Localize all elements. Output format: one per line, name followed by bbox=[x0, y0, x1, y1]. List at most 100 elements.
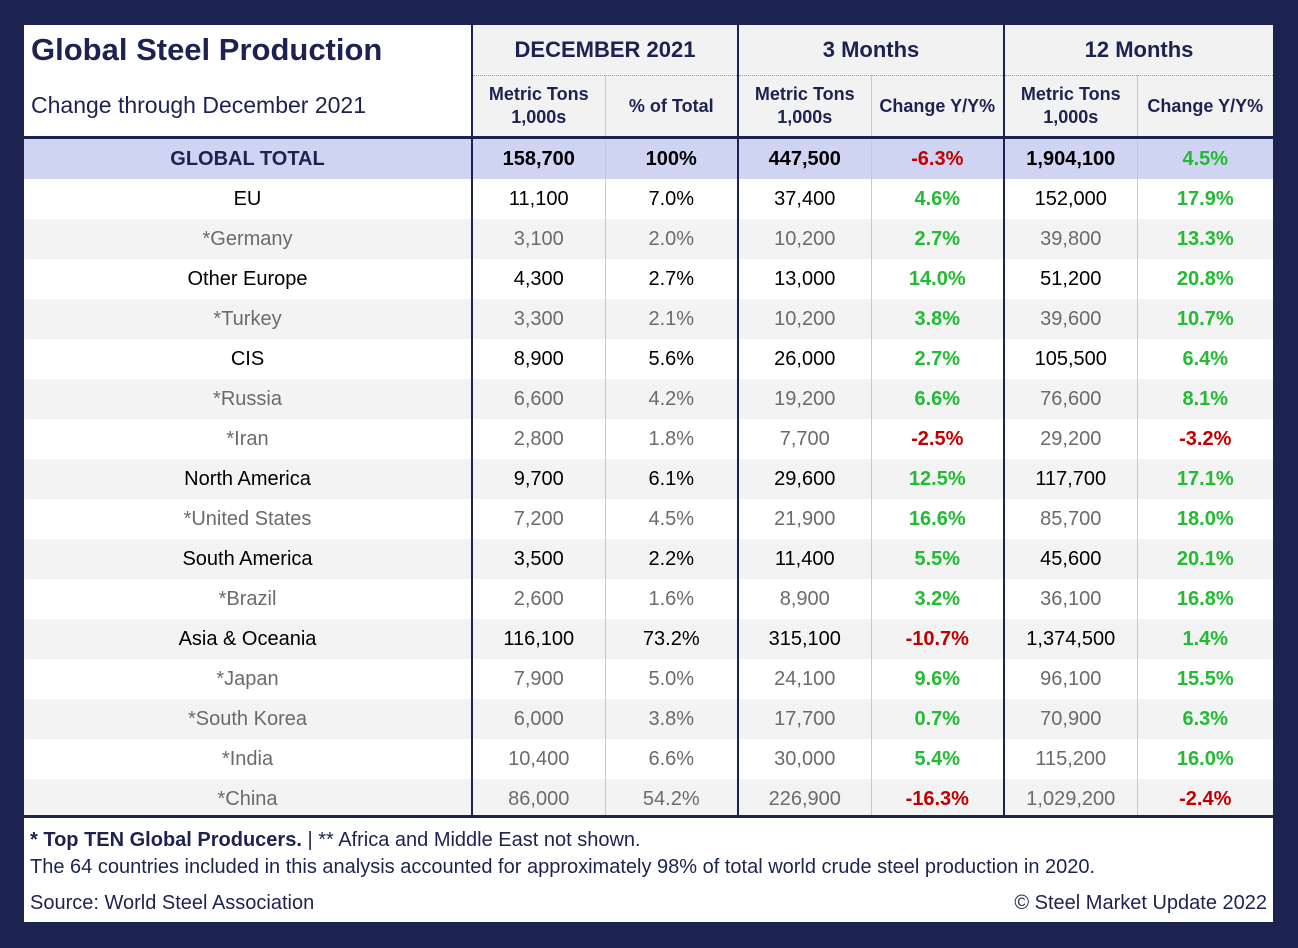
cell-3m-tons: 447,500 bbox=[737, 137, 872, 179]
cell-dec-tons: 3,300 bbox=[471, 299, 605, 339]
cell-3m-tons: 315,100 bbox=[737, 619, 872, 659]
cell-dec-tons: 3,500 bbox=[471, 539, 605, 579]
cell-3m-tons: 19,200 bbox=[737, 379, 872, 419]
cell-12m-change: 18.0% bbox=[1136, 499, 1274, 539]
cell-dec-pct: 3.8% bbox=[604, 699, 739, 739]
cell-12m-tons: 39,600 bbox=[1003, 299, 1138, 339]
cell-3m-change: -6.3% bbox=[870, 137, 1005, 179]
cell-dec-pct: 2.7% bbox=[604, 259, 739, 299]
cell-3m-tons: 10,200 bbox=[737, 299, 872, 339]
cell-3m-change: 16.6% bbox=[870, 499, 1005, 539]
cell-3m-tons: 8,900 bbox=[737, 579, 872, 619]
table-row: *Russia 6,600 4.2% 19,200 6.6% 76,600 8.1% bbox=[24, 379, 1274, 419]
cell-dec-tons: 10,400 bbox=[471, 739, 605, 779]
table-row: Asia & Oceania 116,100 73.2% 315,100 -10.7% 1… bbox=[24, 619, 1274, 659]
cell-12m-tons: 70,900 bbox=[1003, 699, 1138, 739]
cell-12m-tons: 1,904,100 bbox=[1003, 137, 1138, 179]
cell-12m-tons: 76,600 bbox=[1003, 379, 1138, 419]
cell-region: *Japan bbox=[24, 659, 472, 699]
cell-12m-change: 6.4% bbox=[1136, 339, 1274, 379]
cell-12m-tons: 115,200 bbox=[1003, 739, 1138, 779]
cell-3m-change: 6.6% bbox=[870, 379, 1005, 419]
group-header-3-months: 3 Months bbox=[737, 25, 1005, 76]
cell-12m-change: 8.1% bbox=[1136, 379, 1274, 419]
cell-3m-change: 3.2% bbox=[870, 579, 1005, 619]
cell-dec-pct: 6.6% bbox=[604, 739, 739, 779]
table-row: South America 3,500 2.2% 11,400 5.5% 45,600 20… bbox=[24, 539, 1274, 579]
footer-note-bold: * Top TEN Global Producers. bbox=[30, 829, 302, 851]
cell-dec-tons: 3,100 bbox=[471, 219, 605, 259]
cell-dec-pct: 54.2% bbox=[604, 779, 739, 819]
cell-dec-tons: 6,000 bbox=[471, 699, 605, 739]
cell-3m-change: -16.3% bbox=[870, 779, 1005, 819]
cell-12m-change: 1.4% bbox=[1136, 619, 1274, 659]
footer-note-rest: | ** Africa and Middle East not shown. bbox=[301, 829, 641, 851]
table-row: *China 86,000 54.2% 226,900 -16.3% 1,029,200-… bbox=[24, 779, 1274, 819]
cell-region: CIS bbox=[24, 339, 472, 379]
cell-3m-change: 12.5% bbox=[870, 459, 1005, 499]
cell-region: *United States bbox=[24, 499, 472, 539]
footer-source: Source: World Steel Association bbox=[30, 892, 315, 914]
cell-region: *Russia bbox=[24, 379, 472, 419]
cell-3m-tons: 24,100 bbox=[737, 659, 872, 699]
cell-dec-pct: 4.5% bbox=[604, 499, 739, 539]
cell-dec-pct: 1.8% bbox=[604, 419, 739, 459]
cell-12m-tons: 152,000 bbox=[1003, 179, 1138, 219]
cell-3m-change: 2.7% bbox=[870, 339, 1005, 379]
cell-3m-tons: 30,000 bbox=[737, 739, 872, 779]
cell-dec-tons: 7,900 bbox=[471, 659, 605, 699]
cell-3m-tons: 13,000 bbox=[737, 259, 872, 299]
cell-3m-change: 9.6% bbox=[870, 659, 1005, 699]
cell-12m-change: 15.5% bbox=[1136, 659, 1274, 699]
table-footer: * Top TEN Global Producers. | ** Africa … bbox=[24, 815, 1273, 922]
cell-dec-tons: 4,300 bbox=[471, 259, 605, 299]
subheader-3m-metric-tons: Metric Tons 1,000s bbox=[737, 75, 872, 139]
cell-12m-change: 16.8% bbox=[1136, 579, 1274, 619]
cell-3m-tons: 7,700 bbox=[737, 419, 872, 459]
cell-12m-change: 10.7% bbox=[1136, 299, 1274, 339]
cell-dec-pct: 6.1% bbox=[604, 459, 739, 499]
cell-dec-pct: 73.2% bbox=[604, 619, 739, 659]
cell-3m-tons: 29,600 bbox=[737, 459, 872, 499]
cell-12m-change: 20.8% bbox=[1136, 259, 1274, 299]
cell-dec-pct: 7.0% bbox=[604, 179, 739, 219]
cell-12m-change: -3.2% bbox=[1136, 419, 1274, 459]
cell-region: EU bbox=[24, 179, 472, 219]
cell-region: South America bbox=[24, 539, 472, 579]
cell-12m-tons: 117,700 bbox=[1003, 459, 1138, 499]
cell-12m-tons: 85,700 bbox=[1003, 499, 1138, 539]
cell-region: *Brazil bbox=[24, 579, 472, 619]
cell-dec-tons: 116,100 bbox=[471, 619, 605, 659]
cell-3m-change: 3.8% bbox=[870, 299, 1005, 339]
subheader-3m-change: Change Y/Y% bbox=[870, 75, 1005, 139]
cell-3m-change: 5.5% bbox=[870, 539, 1005, 579]
cell-dec-tons: 11,100 bbox=[471, 179, 605, 219]
cell-3m-tons: 26,000 bbox=[737, 339, 872, 379]
cell-dec-pct: 4.2% bbox=[604, 379, 739, 419]
cell-3m-tons: 10,200 bbox=[737, 219, 872, 259]
group-header-december: DECEMBER 2021 bbox=[470, 25, 739, 76]
table-subtitle: Change through December 2021 bbox=[24, 75, 472, 139]
table-row: North America 9,700 6.1% 29,600 12.5% 117,700… bbox=[24, 459, 1274, 499]
cell-dec-tons: 86,000 bbox=[471, 779, 605, 819]
cell-12m-tons: 1,374,500 bbox=[1003, 619, 1138, 659]
group-header-12-months: 12 Months bbox=[1003, 25, 1274, 76]
cell-region: North America bbox=[24, 459, 472, 499]
cell-dec-pct: 2.2% bbox=[604, 539, 739, 579]
footer-note: * Top TEN Global Producers. | ** Africa … bbox=[30, 829, 641, 852]
table-row: *India 10,400 6.6% 30,000 5.4% 115,200 16.0% bbox=[24, 739, 1274, 779]
cell-12m-tons: 39,800 bbox=[1003, 219, 1138, 259]
table-row: *Japan 7,900 5.0% 24,100 9.6% 96,100 15.5% bbox=[24, 659, 1274, 699]
cell-12m-change: -2.4% bbox=[1136, 779, 1274, 819]
cell-3m-change: 4.6% bbox=[870, 179, 1005, 219]
cell-region: *India bbox=[24, 739, 472, 779]
cell-12m-tons: 1,029,200 bbox=[1003, 779, 1138, 819]
cell-dec-pct: 1.6% bbox=[604, 579, 739, 619]
cell-dec-tons: 2,800 bbox=[471, 419, 605, 459]
table-row: *Turkey 3,300 2.1% 10,200 3.8% 39,600 10.7% bbox=[24, 299, 1274, 339]
footer-coverage: The 64 countries included in this analys… bbox=[30, 856, 1096, 878]
cell-12m-tons: 51,200 bbox=[1003, 259, 1138, 299]
cell-dec-tons: 8,900 bbox=[471, 339, 605, 379]
cell-12m-change: 13.3% bbox=[1136, 219, 1274, 259]
table-row: *Iran 2,800 1.8% 7,700 -2.5% 29,200 -3.2% bbox=[24, 419, 1274, 459]
